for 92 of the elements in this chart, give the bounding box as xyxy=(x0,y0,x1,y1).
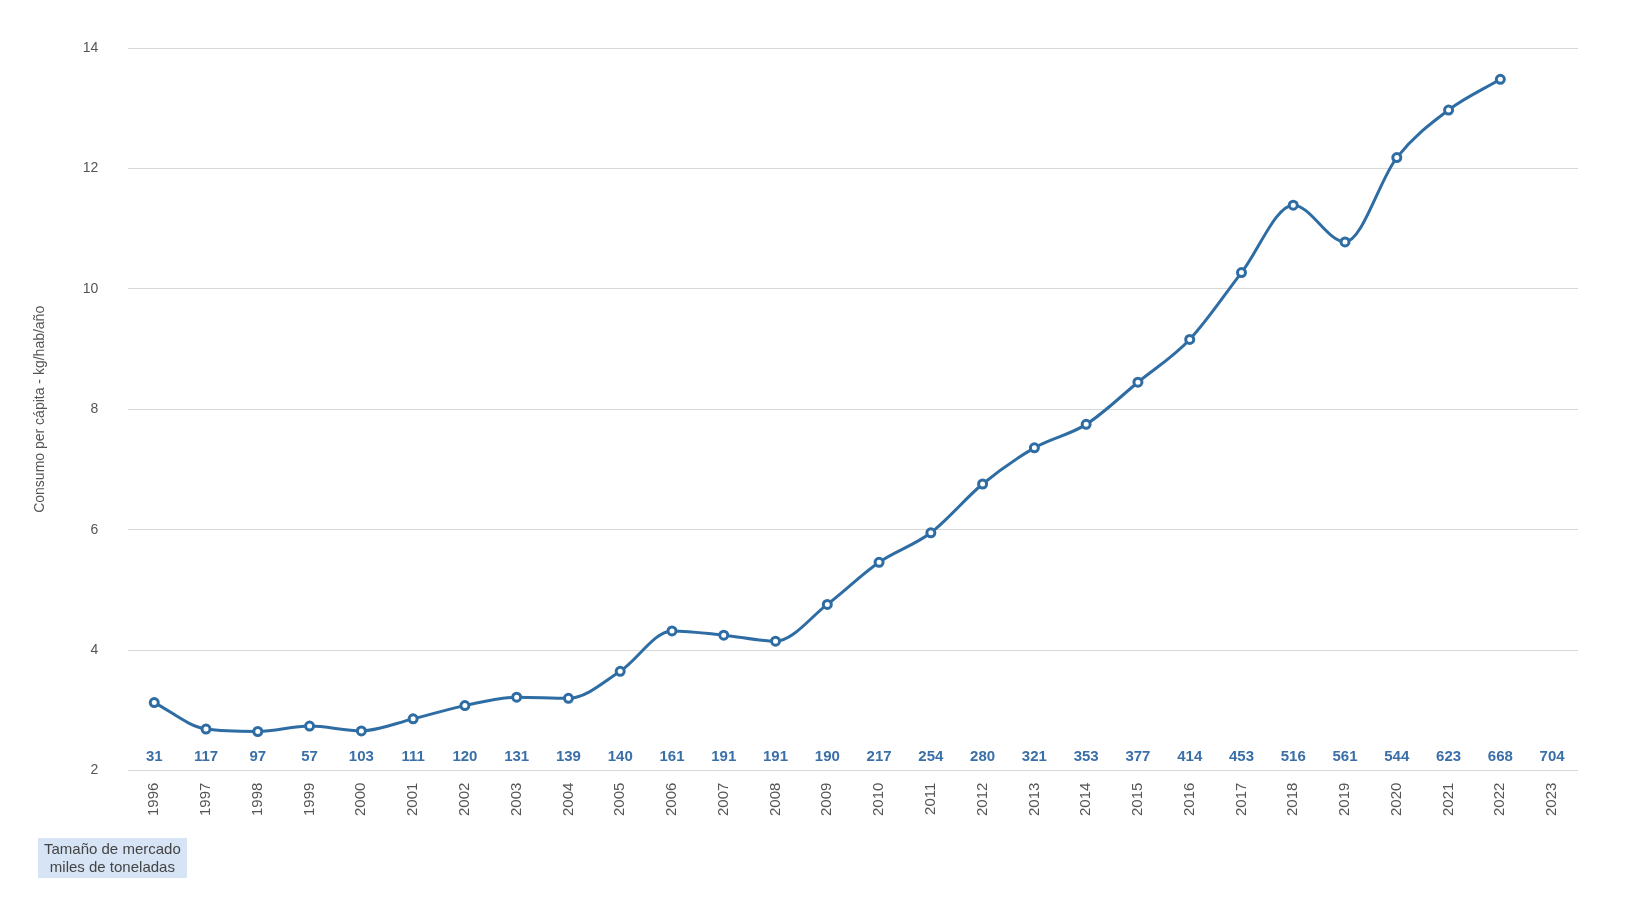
x-tick-label: 2020 xyxy=(1386,782,1404,817)
point xyxy=(873,556,885,568)
y-tick-label: 14 xyxy=(82,38,99,55)
annotation: 120 xyxy=(452,747,478,765)
y-tick-label: 10 xyxy=(82,279,99,296)
annotation: 254 xyxy=(918,747,945,765)
annotation: 516 xyxy=(1280,747,1306,765)
annotation: 191 xyxy=(763,747,789,765)
point xyxy=(1184,333,1196,345)
annotation: 544 xyxy=(1384,747,1410,765)
x-tick-label: 1999 xyxy=(299,782,317,817)
point xyxy=(614,665,626,677)
point xyxy=(200,723,212,735)
y-tick-label: 6 xyxy=(90,520,99,537)
x-tick-label: 2009 xyxy=(817,782,835,817)
annotation: 321 xyxy=(1021,747,1047,765)
x-tick-label: 2003 xyxy=(506,782,524,817)
x-tick-label: 2021 xyxy=(1438,782,1456,817)
x-tick-label: 2014 xyxy=(1076,782,1094,817)
point xyxy=(1235,267,1247,279)
annotation: 561 xyxy=(1332,747,1358,765)
annotation: 111 xyxy=(401,747,425,765)
annotation: 353 xyxy=(1073,747,1099,765)
annotation: 117 xyxy=(193,747,219,765)
x-tick-label: 2019 xyxy=(1335,782,1353,817)
annotation: 414 xyxy=(1177,747,1203,765)
point xyxy=(1028,442,1040,454)
x-tick-label: 1998 xyxy=(247,782,265,817)
annotation: 191 xyxy=(711,747,737,765)
y-tick-label: 12 xyxy=(82,159,99,176)
x-tick-label: 2008 xyxy=(765,782,783,817)
x-tick-label: 2017 xyxy=(1231,782,1249,817)
y-axis-title: Consumo per cápita - kg/hab/año xyxy=(31,305,48,513)
x-tick-label: 2016 xyxy=(1179,782,1197,817)
point xyxy=(511,691,523,703)
y-tick-label: 4 xyxy=(90,641,99,658)
x-tick-label: 2007 xyxy=(713,782,731,817)
point xyxy=(407,713,419,725)
annotation: 217 xyxy=(866,747,892,765)
x-tick-label: 2010 xyxy=(869,782,887,817)
x-tick-label: 2023 xyxy=(1542,782,1560,817)
point xyxy=(821,598,833,610)
point xyxy=(1287,199,1299,211)
x-tick-label: 2004 xyxy=(558,782,576,817)
annotation: 377 xyxy=(1125,747,1151,765)
point xyxy=(1391,152,1403,164)
point xyxy=(355,725,367,737)
point xyxy=(1494,73,1506,85)
point xyxy=(666,625,678,637)
point xyxy=(770,635,782,647)
annotation: 161 xyxy=(659,747,685,765)
x-tick-label: 1996 xyxy=(144,782,162,817)
annotation: 31 xyxy=(145,747,163,765)
annotation: 57 xyxy=(301,747,318,765)
annotation: 280 xyxy=(970,747,996,765)
annotation: 139 xyxy=(555,747,581,765)
x-tick-label: 2022 xyxy=(1490,782,1508,817)
y-tick-label: 8 xyxy=(90,400,99,417)
x-tick-label: 2015 xyxy=(1128,782,1146,817)
annotation: 453 xyxy=(1228,747,1254,765)
point xyxy=(1339,236,1351,248)
x-tick-label: 2000 xyxy=(351,782,369,817)
annotation: 623 xyxy=(1436,747,1462,765)
point xyxy=(304,720,316,732)
annotation: 140 xyxy=(607,747,633,765)
annotation: 103 xyxy=(348,747,374,765)
point xyxy=(148,697,160,709)
x-tick-label: 2005 xyxy=(610,782,628,817)
point xyxy=(252,725,264,737)
x-tick-label: 2018 xyxy=(1283,782,1301,817)
point xyxy=(1132,376,1144,388)
x-tick-label: 2002 xyxy=(455,782,473,817)
x-tick-label: 2006 xyxy=(662,782,680,817)
point xyxy=(1080,418,1092,430)
point xyxy=(925,527,937,539)
point xyxy=(459,700,471,712)
point xyxy=(718,629,730,641)
annotation: 131 xyxy=(504,747,530,765)
x-tick-label: 2011 xyxy=(920,782,938,815)
y-tick-label: 2 xyxy=(90,761,99,778)
text: Tamaño de mercado miles de toneladas xyxy=(38,838,187,878)
annotation: 668 xyxy=(1487,747,1513,765)
point xyxy=(1443,104,1455,116)
annotation: 704 xyxy=(1539,747,1566,765)
x-tick-label: 2001 xyxy=(403,782,421,817)
x-tick-label: 1997 xyxy=(196,782,214,817)
annotation: 190 xyxy=(814,747,840,765)
point xyxy=(977,478,989,490)
annotation: 97 xyxy=(249,747,267,765)
x-tick-label: 2012 xyxy=(972,782,990,817)
point xyxy=(562,692,574,704)
x-tick-label: 2013 xyxy=(1024,782,1042,817)
